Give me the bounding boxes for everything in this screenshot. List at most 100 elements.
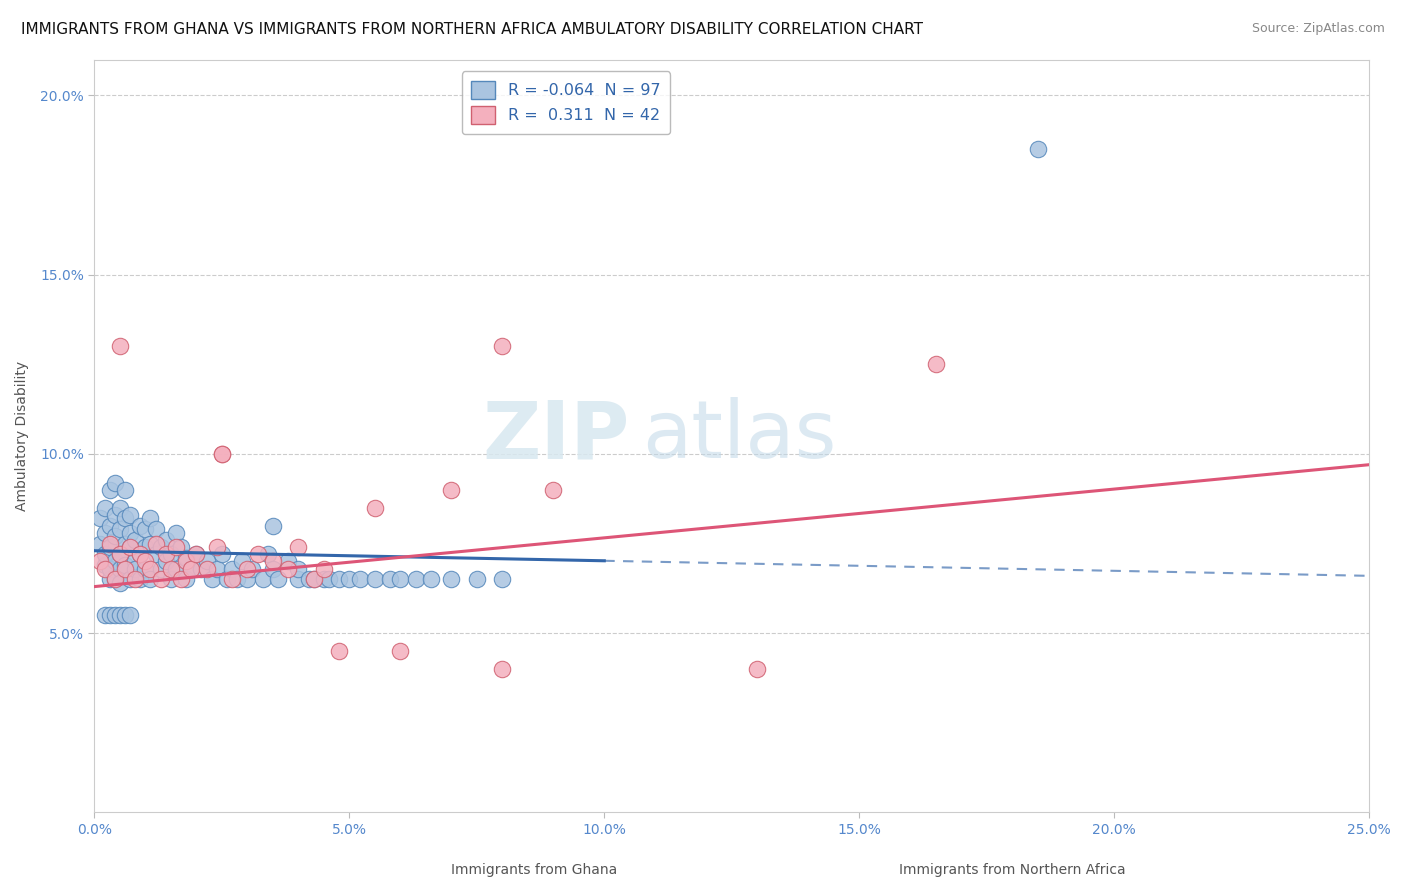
- Point: [139, 511, 162, 525]
- Point: [165, 540, 187, 554]
- Point: [491, 339, 513, 353]
- Point: [93, 547, 115, 561]
- Point: [129, 573, 152, 587]
- Y-axis label: Ambulatory Disability: Ambulatory Disability: [15, 361, 30, 511]
- Point: [145, 547, 167, 561]
- Point: [160, 547, 183, 561]
- Point: [231, 554, 253, 568]
- Point: [221, 562, 243, 576]
- Point: [114, 608, 136, 623]
- Point: [120, 573, 142, 587]
- Point: [155, 533, 177, 547]
- Text: IMMIGRANTS FROM GHANA VS IMMIGRANTS FROM NORTHERN AFRICA AMBULATORY DISABILITY C: IMMIGRANTS FROM GHANA VS IMMIGRANTS FROM…: [21, 22, 924, 37]
- Point: [252, 573, 274, 587]
- Point: [145, 536, 167, 550]
- Point: [174, 573, 197, 587]
- Point: [236, 573, 259, 587]
- Point: [129, 518, 152, 533]
- Point: [262, 554, 284, 568]
- Point: [256, 547, 278, 561]
- Point: [211, 447, 233, 461]
- Point: [328, 644, 350, 658]
- Text: Immigrants from Ghana: Immigrants from Ghana: [451, 863, 617, 877]
- Point: [129, 547, 152, 561]
- Point: [246, 547, 269, 561]
- Point: [98, 483, 121, 497]
- Point: [114, 558, 136, 572]
- Point: [145, 522, 167, 536]
- Point: [93, 608, 115, 623]
- Point: [170, 573, 193, 587]
- Point: [134, 554, 156, 568]
- Text: ZIP: ZIP: [482, 397, 630, 475]
- Point: [98, 540, 121, 554]
- Point: [405, 573, 427, 587]
- Point: [226, 573, 249, 587]
- Point: [165, 562, 187, 576]
- Point: [120, 540, 142, 554]
- Point: [262, 562, 284, 576]
- Point: [170, 540, 193, 554]
- Point: [149, 540, 172, 554]
- Point: [114, 536, 136, 550]
- Point: [419, 573, 441, 587]
- Point: [124, 573, 146, 587]
- Point: [205, 540, 228, 554]
- Point: [104, 573, 127, 587]
- Point: [108, 500, 131, 515]
- Point: [134, 562, 156, 576]
- Point: [328, 573, 350, 587]
- Point: [149, 573, 172, 587]
- Point: [440, 483, 463, 497]
- Text: atlas: atlas: [643, 397, 837, 475]
- Point: [180, 562, 202, 576]
- Point: [195, 554, 218, 568]
- Point: [211, 547, 233, 561]
- Point: [267, 573, 290, 587]
- Text: Immigrants from Northern Africa: Immigrants from Northern Africa: [898, 863, 1126, 877]
- Point: [155, 554, 177, 568]
- Point: [114, 511, 136, 525]
- Point: [389, 573, 412, 587]
- Point: [1026, 142, 1049, 156]
- Point: [104, 475, 127, 490]
- Point: [195, 562, 218, 576]
- Point: [491, 573, 513, 587]
- Point: [98, 562, 121, 576]
- Point: [134, 540, 156, 554]
- Point: [155, 547, 177, 561]
- Point: [120, 608, 142, 623]
- Point: [262, 518, 284, 533]
- Point: [98, 573, 121, 587]
- Point: [337, 573, 360, 587]
- Point: [160, 562, 183, 576]
- Point: [98, 518, 121, 533]
- Point: [104, 573, 127, 587]
- Point: [180, 562, 202, 576]
- Text: Source: ZipAtlas.com: Source: ZipAtlas.com: [1251, 22, 1385, 36]
- Point: [221, 573, 243, 587]
- Point: [120, 525, 142, 540]
- Point: [108, 562, 131, 576]
- Point: [287, 562, 309, 576]
- Point: [124, 554, 146, 568]
- Point: [349, 573, 371, 587]
- Point: [190, 562, 212, 576]
- Point: [297, 573, 319, 587]
- Point: [287, 540, 309, 554]
- Point: [104, 608, 127, 623]
- Point: [440, 573, 463, 587]
- Point: [93, 562, 115, 576]
- Point: [160, 573, 183, 587]
- Point: [108, 547, 131, 561]
- Point: [120, 508, 142, 522]
- Point: [124, 533, 146, 547]
- Point: [134, 522, 156, 536]
- Point: [378, 573, 401, 587]
- Point: [211, 447, 233, 461]
- Point: [108, 608, 131, 623]
- Point: [104, 554, 127, 568]
- Point: [129, 547, 152, 561]
- Point: [98, 608, 121, 623]
- Legend: R = -0.064  N = 97, R =  0.311  N = 42: R = -0.064 N = 97, R = 0.311 N = 42: [461, 71, 671, 134]
